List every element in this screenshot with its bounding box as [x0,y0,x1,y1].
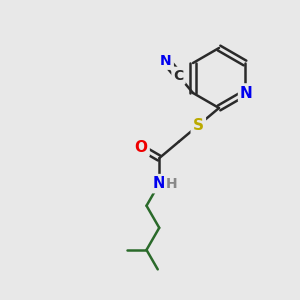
Text: C: C [173,69,184,83]
Text: N: N [153,176,166,191]
Text: N: N [160,54,172,68]
Text: N: N [240,85,253,100]
Text: S: S [193,118,204,133]
Text: O: O [135,140,148,155]
Text: H: H [166,177,178,190]
